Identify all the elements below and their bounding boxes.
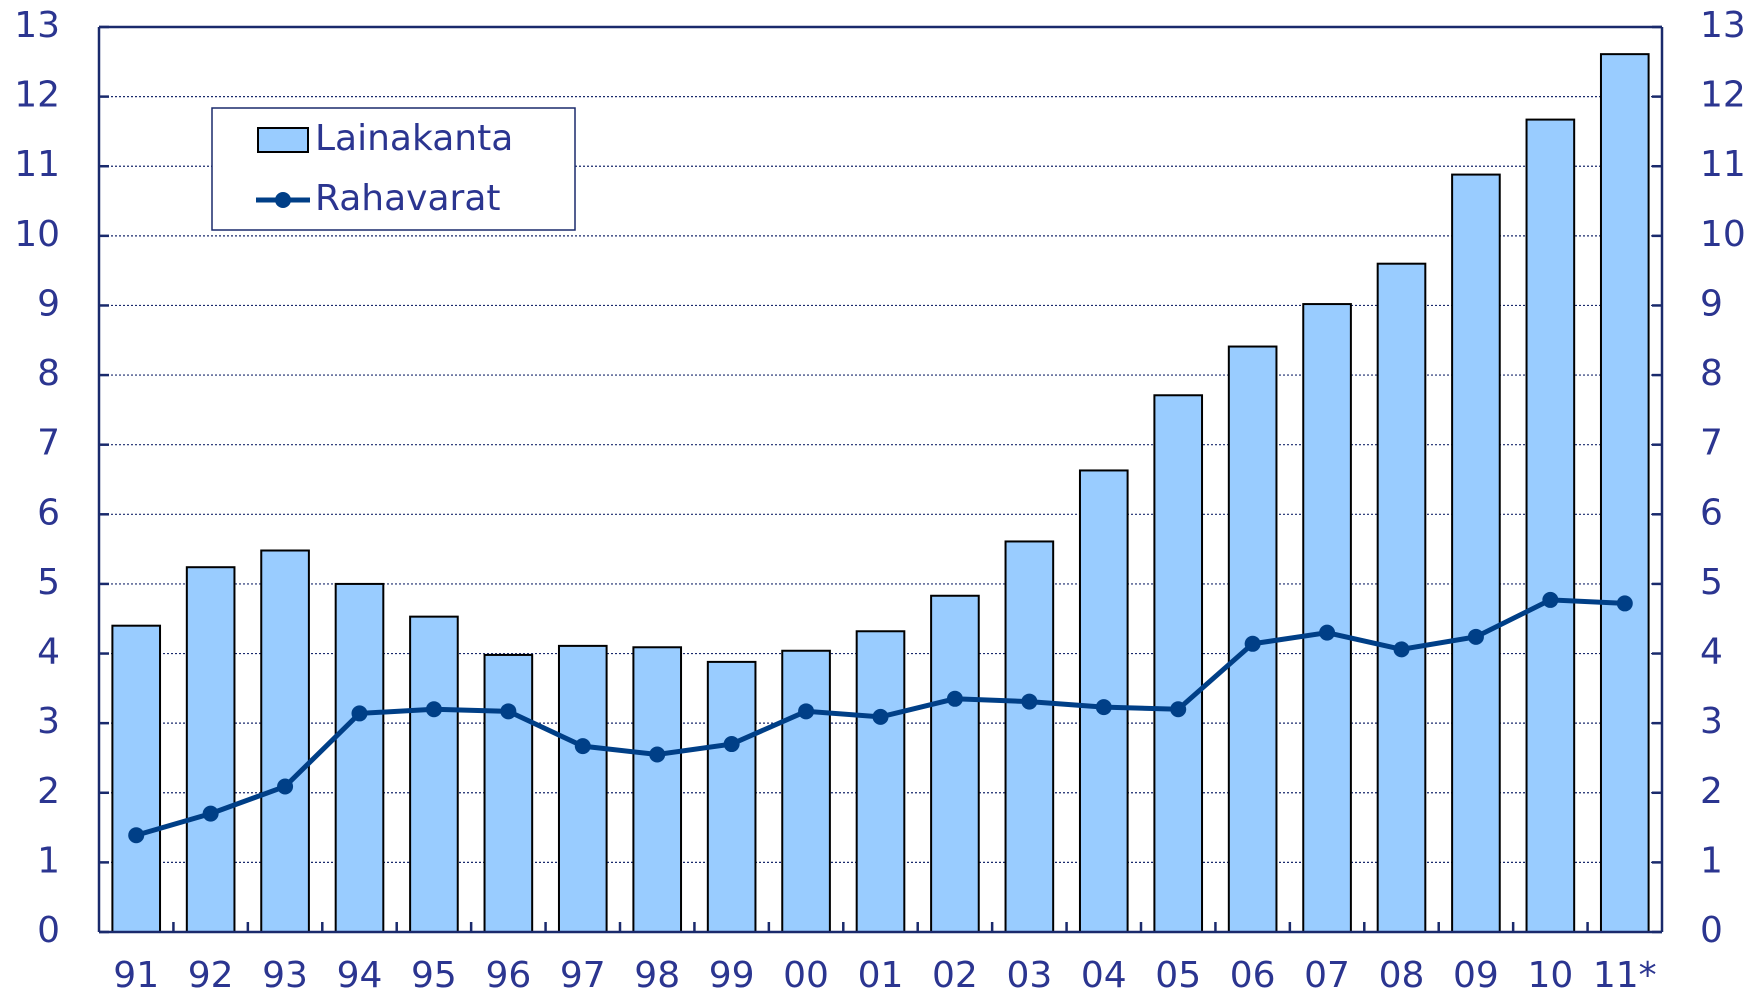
bar — [185, 566, 236, 933]
legend-swatch — [257, 127, 309, 153]
legend-marker — [275, 192, 291, 208]
bar — [1525, 118, 1576, 934]
marker — [1467, 628, 1484, 645]
y2-tick-label: 7 — [1700, 423, 1723, 464]
y2-tick-label: 5 — [1700, 562, 1723, 603]
marker — [1170, 701, 1187, 718]
y-tick-label: 10 — [14, 214, 60, 255]
bar — [632, 646, 683, 933]
marker — [1616, 595, 1633, 612]
marker — [128, 827, 145, 844]
bar — [930, 594, 980, 933]
x-tick-label: 93 — [262, 955, 308, 989]
x-tick-label: 02 — [932, 955, 978, 989]
y-tick-label: 0 — [37, 910, 60, 951]
y2-tick-label: 13 — [1700, 5, 1746, 46]
marker — [1319, 624, 1336, 641]
bar — [111, 624, 162, 933]
marker — [1244, 635, 1261, 652]
x-tick-label: 96 — [485, 955, 531, 989]
bar — [1599, 53, 1650, 933]
y2-tick-label: 1 — [1700, 840, 1723, 881]
x-tick-label: 08 — [1379, 955, 1425, 989]
marker — [946, 690, 963, 707]
x-tick-label: 11* — [1593, 955, 1657, 989]
bar — [1302, 303, 1352, 934]
x-tick-label: 91 — [113, 955, 159, 989]
bar — [1004, 540, 1055, 933]
marker — [277, 778, 294, 795]
x-tick-label: 98 — [634, 955, 680, 989]
x-tick-label: 03 — [1006, 955, 1052, 989]
marker — [649, 746, 666, 763]
y-tick-label: 12 — [14, 75, 60, 116]
y-tick-label: 9 — [37, 283, 60, 324]
y2-tick-label: 8 — [1700, 353, 1723, 394]
marker — [574, 738, 591, 755]
marker — [351, 705, 368, 722]
marker — [872, 708, 889, 725]
x-tick-label: 99 — [709, 955, 755, 989]
y2-tick-label: 12 — [1700, 75, 1746, 116]
bar — [483, 653, 534, 934]
bar — [855, 630, 906, 933]
bar — [1153, 394, 1204, 933]
marker — [723, 736, 740, 753]
x-tick-label: 97 — [560, 955, 606, 989]
y-tick-label: 2 — [37, 771, 60, 812]
y2-tick-label: 3 — [1700, 701, 1723, 742]
x-tick-label: 07 — [1304, 955, 1350, 989]
y-tick-label: 7 — [37, 423, 60, 464]
x-tick-label: 94 — [337, 955, 383, 989]
y2-tick-label: 2 — [1700, 771, 1723, 812]
x-tick-label: 95 — [411, 955, 457, 989]
marker — [1021, 693, 1038, 710]
bar — [1376, 262, 1427, 933]
y2-tick-label: 10 — [1700, 214, 1746, 255]
y-tick-label: 5 — [37, 562, 60, 603]
marker — [1542, 591, 1559, 608]
bar — [557, 644, 608, 934]
x-tick-label: 92 — [188, 955, 234, 989]
y-tick-label: 13 — [14, 5, 60, 46]
legend-label: Rahavarat — [315, 178, 501, 219]
x-tick-label: 01 — [858, 955, 904, 989]
y2-tick-label: 4 — [1700, 632, 1723, 673]
x-tick-label: 00 — [783, 955, 829, 989]
legend-box — [211, 107, 576, 231]
y2-tick-label: 0 — [1700, 910, 1723, 951]
x-tick-label: 05 — [1155, 955, 1201, 989]
bar — [334, 582, 385, 934]
x-tick-label: 09 — [1453, 955, 1499, 989]
legend: Lainakanta Rahavarat — [211, 107, 576, 231]
legend-label: Lainakanta — [315, 118, 513, 159]
y-tick-label: 1 — [37, 840, 60, 881]
x-tick-label: 10 — [1527, 955, 1573, 989]
y2-tick-label: 9 — [1700, 283, 1723, 324]
marker — [202, 805, 219, 822]
marker — [798, 703, 815, 720]
y-tick-label: 3 — [37, 701, 60, 742]
bar — [260, 549, 310, 933]
y-tick-label: 6 — [37, 492, 60, 533]
y-tick-label: 11 — [14, 144, 60, 185]
y2-tick-label: 6 — [1700, 492, 1723, 533]
bar — [781, 649, 831, 933]
x-tick-label: 04 — [1081, 955, 1127, 989]
marker — [1095, 699, 1112, 716]
y2-tick-label: 11 — [1700, 144, 1746, 185]
y-tick-label: 4 — [37, 632, 60, 673]
x-tick-label: 06 — [1230, 955, 1276, 989]
marker — [1393, 641, 1410, 658]
marker — [425, 701, 442, 718]
marker — [500, 703, 517, 720]
y-tick-label: 8 — [37, 353, 60, 394]
bar — [1451, 173, 1501, 934]
bar — [409, 615, 459, 934]
bar — [706, 660, 757, 934]
